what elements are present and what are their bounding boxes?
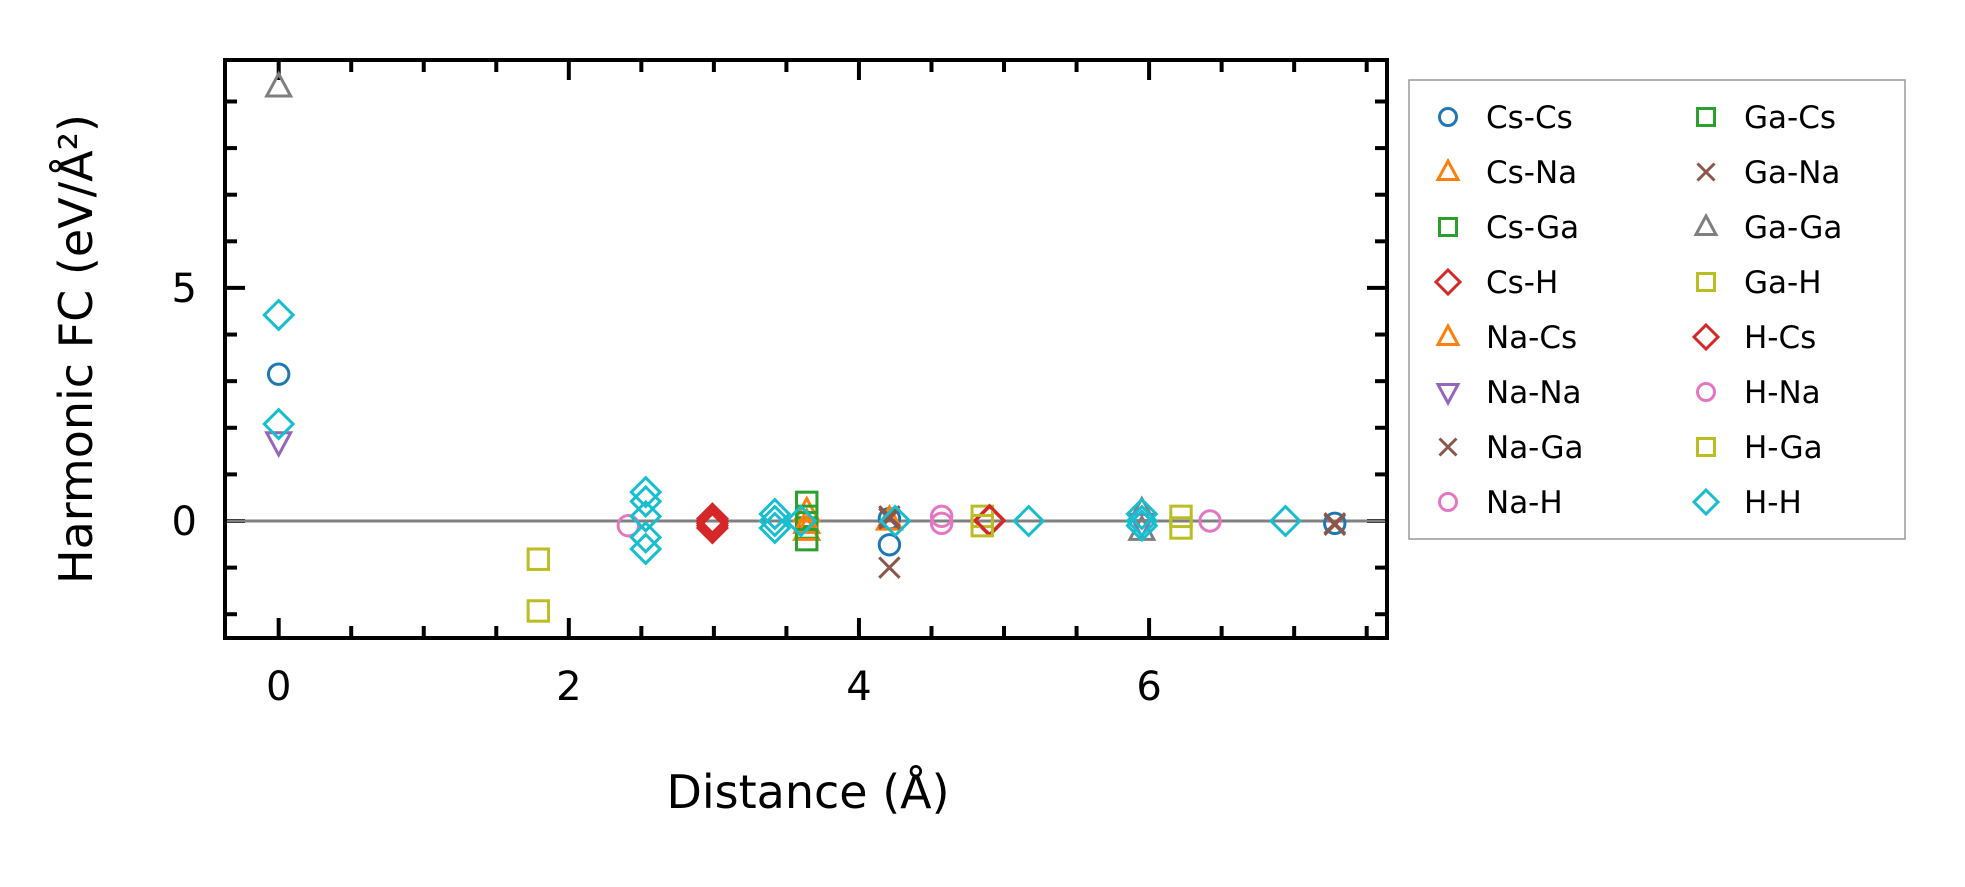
legend-label: Cs-Ga <box>1486 210 1579 246</box>
data-point-h-h <box>1125 509 1159 543</box>
legend-label: Na-Cs <box>1486 320 1577 356</box>
legend-label: H-Ga <box>1744 430 1823 466</box>
legend-label: Cs-H <box>1486 265 1558 301</box>
data-point-ga-na <box>878 556 901 579</box>
legend-marker-ga-cs <box>1696 107 1716 127</box>
legend-label: H-Cs <box>1744 320 1816 356</box>
x-tick-label: 0 <box>266 664 291 710</box>
legend-marker-na-cs <box>1435 322 1461 346</box>
data-point-cs-h <box>695 511 729 545</box>
data-point-na-h <box>616 513 640 538</box>
data-point-h-h <box>758 497 792 531</box>
data-point-h-h <box>629 475 663 509</box>
legend-marker-cs-cs <box>1438 107 1458 127</box>
data-point-ga-h <box>526 547 551 571</box>
data-point-h-h <box>629 532 663 566</box>
legend-marker-na-h <box>1438 492 1458 512</box>
legend-label: Ga-Na <box>1744 155 1840 191</box>
y-axis-label: Harmonic FC (eV/Å²) <box>49 114 103 584</box>
data-point-ga-ga <box>1127 495 1157 523</box>
tick-labels: 0 2 4 6 0 5 <box>172 266 1162 710</box>
y-tick-label: 5 <box>172 266 197 312</box>
x-axis-label: Distance (Å) <box>666 765 949 819</box>
legend-label: Cs-Na <box>1486 155 1577 191</box>
legend-label: Na-H <box>1486 485 1563 521</box>
data-point-h-h <box>1125 497 1159 531</box>
plot-frame <box>223 58 1389 640</box>
data-point-h-h <box>758 511 792 545</box>
data-point-cs-h <box>695 502 729 536</box>
data-point-h-ga <box>1169 516 1193 540</box>
legend-marker-ga-h <box>1696 272 1716 292</box>
data-point-h-h <box>1125 504 1159 538</box>
legend-marker-h-na <box>1696 382 1716 402</box>
data-point-cs-cs <box>266 362 291 386</box>
data-point-h-h <box>262 407 296 441</box>
legend-marker-cs-ga <box>1438 217 1458 237</box>
legend-marker-na-ga <box>1438 437 1458 457</box>
legend-marker-ga-na <box>1696 162 1716 182</box>
x-tick-label: 6 <box>1136 664 1161 710</box>
data-point-na-h <box>929 504 954 529</box>
legend-label: Ga-H <box>1744 265 1822 301</box>
data-point-h-h <box>262 298 296 332</box>
x-tick-label: 4 <box>846 664 871 710</box>
data-point-h-h <box>629 484 663 518</box>
data-point-h-na <box>1198 509 1222 533</box>
legend-box <box>1408 79 1906 540</box>
data-point-ga-na <box>1323 513 1347 536</box>
data-point-na-na <box>264 431 294 459</box>
data-point-cs-na <box>792 495 822 523</box>
data-point-h-h <box>629 499 663 533</box>
data-point-h-h <box>878 504 912 538</box>
data-point-na-cs <box>792 506 822 534</box>
legend: Cs-Cs Cs-Na Cs-Ga Cs-H Na-Cs Na-Na Na-Ga Na-H Ga… <box>1408 79 1906 540</box>
data-point-cs-h <box>695 506 729 540</box>
legend-label: Na-Na <box>1486 375 1582 411</box>
data-point-h-cs <box>695 504 729 538</box>
legend-label: H-Na <box>1744 375 1821 411</box>
legend-marker-ga-ga <box>1693 212 1719 236</box>
legend-label: H-H <box>1744 485 1802 521</box>
data-point-h-cs <box>695 509 729 543</box>
y-tick-label: 0 <box>172 499 197 545</box>
data-point-ga-h <box>526 599 551 623</box>
data-point-h-h <box>784 504 818 538</box>
data-point-h-h <box>1268 504 1302 538</box>
data-point-ga-ga <box>264 70 294 98</box>
legend-marker-na-na <box>1435 383 1461 407</box>
legend-marker-h-cs <box>1691 322 1721 352</box>
data-point-cs-cs <box>1323 511 1347 536</box>
data-point-h-h <box>1012 504 1046 538</box>
data-points <box>262 70 1347 623</box>
data-point-cs-cs <box>877 533 902 557</box>
legend-marker-cs-h <box>1433 267 1463 297</box>
legend-marker-h-ga <box>1696 437 1716 457</box>
legend-label: Ga-Cs <box>1744 100 1836 136</box>
data-point-h-h <box>758 504 792 538</box>
legend-label: Na-Ga <box>1486 430 1584 466</box>
data-point-h-ga <box>970 513 994 538</box>
data-point-ga-na <box>878 507 901 530</box>
data-point-h-na <box>929 511 954 536</box>
legend-marker-cs-na <box>1435 157 1461 181</box>
legend-label: Ga-Ga <box>1744 210 1842 246</box>
data-point-h-h <box>629 520 663 554</box>
legend-label: Cs-Cs <box>1486 100 1573 136</box>
legend-marker-h-h <box>1691 487 1721 517</box>
x-tick-label: 2 <box>556 664 581 710</box>
